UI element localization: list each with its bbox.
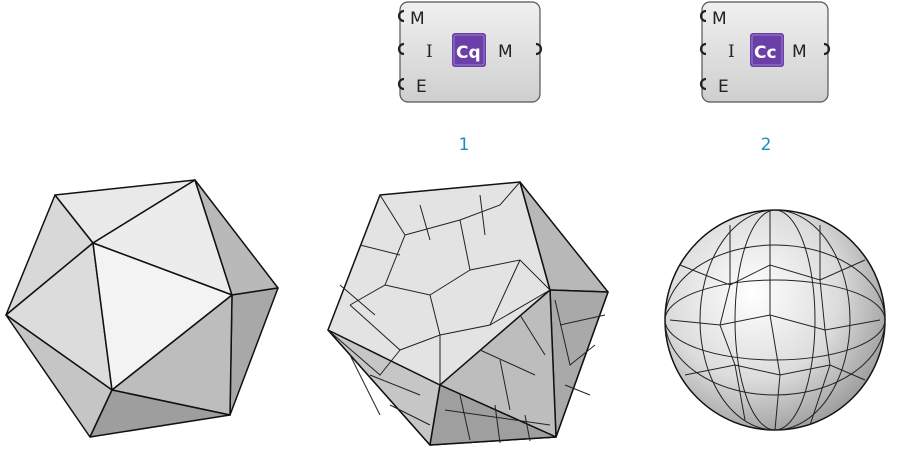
input-grip-m bbox=[397, 9, 405, 23]
icosahedron-shape bbox=[5, 179, 279, 438]
grasshopper-component-1[interactable]: M I E M Cq bbox=[397, 0, 543, 104]
component-body-2 bbox=[699, 1, 831, 103]
caption-1: 1 bbox=[458, 135, 470, 155]
output-grip-m bbox=[535, 42, 543, 56]
subdivided-mesh-1 bbox=[327, 181, 609, 446]
input-grip-e bbox=[397, 77, 405, 91]
grasshopper-component-2[interactable]: M I E M Cc bbox=[699, 0, 838, 104]
input-grip-i bbox=[397, 42, 405, 56]
subdivided-mesh-2 bbox=[664, 209, 886, 431]
component-body-1 bbox=[397, 1, 543, 103]
catmull-clark-icon-2 bbox=[750, 33, 784, 67]
catmull-clark-icon bbox=[452, 33, 486, 67]
caption-2: 2 bbox=[760, 135, 772, 155]
